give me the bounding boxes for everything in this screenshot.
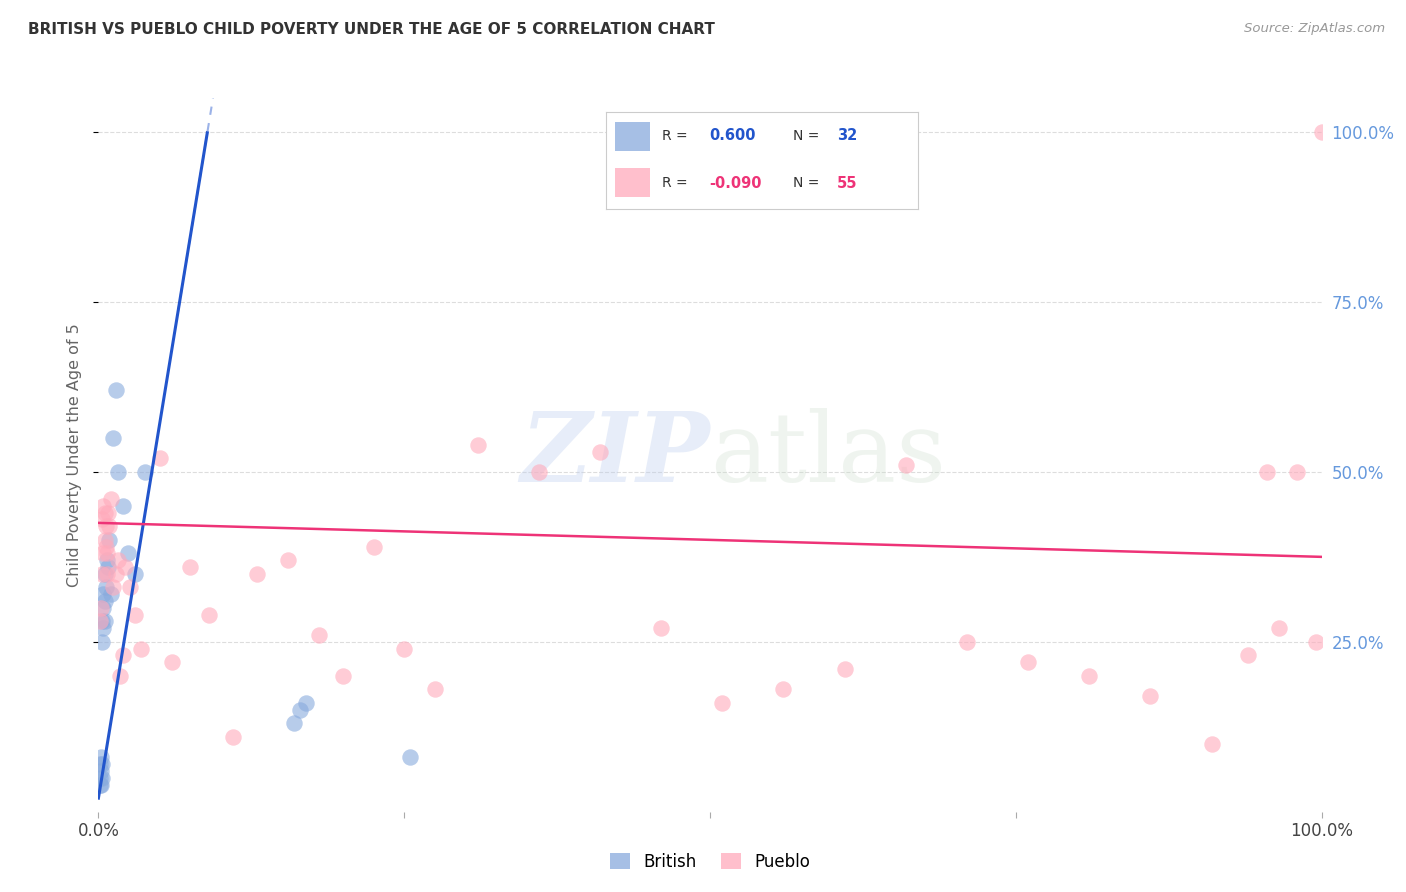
Point [91, 600, 114, 615]
Point [956, 635, 979, 649]
Point [527, 465, 550, 479]
Point [104, 566, 127, 581]
Point [91, 771, 114, 785]
Point [91, 615, 114, 629]
Point [290, 703, 312, 717]
Point [96, 546, 118, 560]
Point [89, 778, 111, 792]
Point [93, 506, 115, 520]
Point [93, 533, 115, 547]
Point [96, 553, 118, 567]
Point [93, 566, 115, 581]
Point [222, 730, 245, 744]
Point [129, 641, 152, 656]
Point [332, 669, 354, 683]
Point [589, 444, 612, 458]
Point [392, 641, 416, 656]
Point [94, 519, 117, 533]
Point [399, 750, 422, 764]
Point [91, 566, 114, 581]
Point [90, 764, 112, 778]
Point [134, 465, 156, 479]
Point [111, 648, 134, 663]
Point [1078, 669, 1101, 683]
Point [295, 696, 318, 710]
Point [179, 560, 201, 574]
Point [94, 581, 117, 595]
Point [94, 540, 117, 554]
Point [1305, 635, 1327, 649]
Point [114, 560, 136, 574]
Text: Source: ZipAtlas.com: Source: ZipAtlas.com [1244, 22, 1385, 36]
Point [772, 682, 794, 697]
Point [277, 553, 299, 567]
Point [91, 546, 114, 560]
Point [308, 628, 330, 642]
Point [91, 587, 114, 601]
Point [101, 431, 124, 445]
Point [124, 566, 146, 581]
Point [107, 465, 129, 479]
Point [91, 635, 114, 649]
Point [1268, 621, 1291, 635]
Point [650, 621, 672, 635]
Point [98, 533, 121, 547]
Text: ZIP: ZIP [520, 408, 710, 502]
Point [1286, 465, 1309, 479]
Point [98, 519, 121, 533]
Point [104, 384, 127, 398]
Point [149, 451, 172, 466]
Point [91, 512, 114, 526]
Point [96, 566, 118, 581]
Text: BRITISH VS PUEBLO CHILD POVERTY UNDER THE AGE OF 5 CORRELATION CHART: BRITISH VS PUEBLO CHILD POVERTY UNDER TH… [28, 22, 716, 37]
Point [711, 696, 734, 710]
Point [1256, 465, 1278, 479]
Point [93, 615, 115, 629]
Point [1139, 689, 1161, 703]
Point [90, 778, 112, 792]
Text: atlas: atlas [710, 408, 946, 502]
Point [90, 600, 112, 615]
Point [117, 546, 139, 560]
Point [111, 499, 134, 513]
Point [1310, 125, 1333, 139]
Point [467, 438, 489, 452]
Point [107, 553, 129, 567]
Point [110, 669, 132, 683]
Point [834, 662, 856, 676]
Point [120, 581, 142, 595]
Point [246, 566, 269, 581]
Point [91, 757, 114, 772]
Y-axis label: Child Poverty Under the Age of 5: Child Poverty Under the Age of 5 [67, 323, 83, 587]
Point [363, 540, 385, 554]
Point [894, 458, 917, 472]
Point [1017, 655, 1039, 669]
Point [283, 716, 305, 731]
Point [97, 560, 120, 574]
Point [100, 492, 122, 507]
Legend: British, Pueblo: British, Pueblo [602, 845, 818, 880]
Point [93, 594, 115, 608]
Point [160, 655, 183, 669]
Point [1237, 648, 1260, 663]
Point [90, 750, 112, 764]
Point [197, 607, 219, 622]
Point [97, 506, 120, 520]
Point [1201, 737, 1223, 751]
Point [101, 581, 124, 595]
Point [124, 607, 146, 622]
Point [89, 757, 111, 772]
Point [89, 615, 111, 629]
Point [100, 587, 122, 601]
Point [89, 771, 111, 785]
Point [91, 499, 114, 513]
Point [91, 621, 114, 635]
Point [423, 682, 446, 697]
